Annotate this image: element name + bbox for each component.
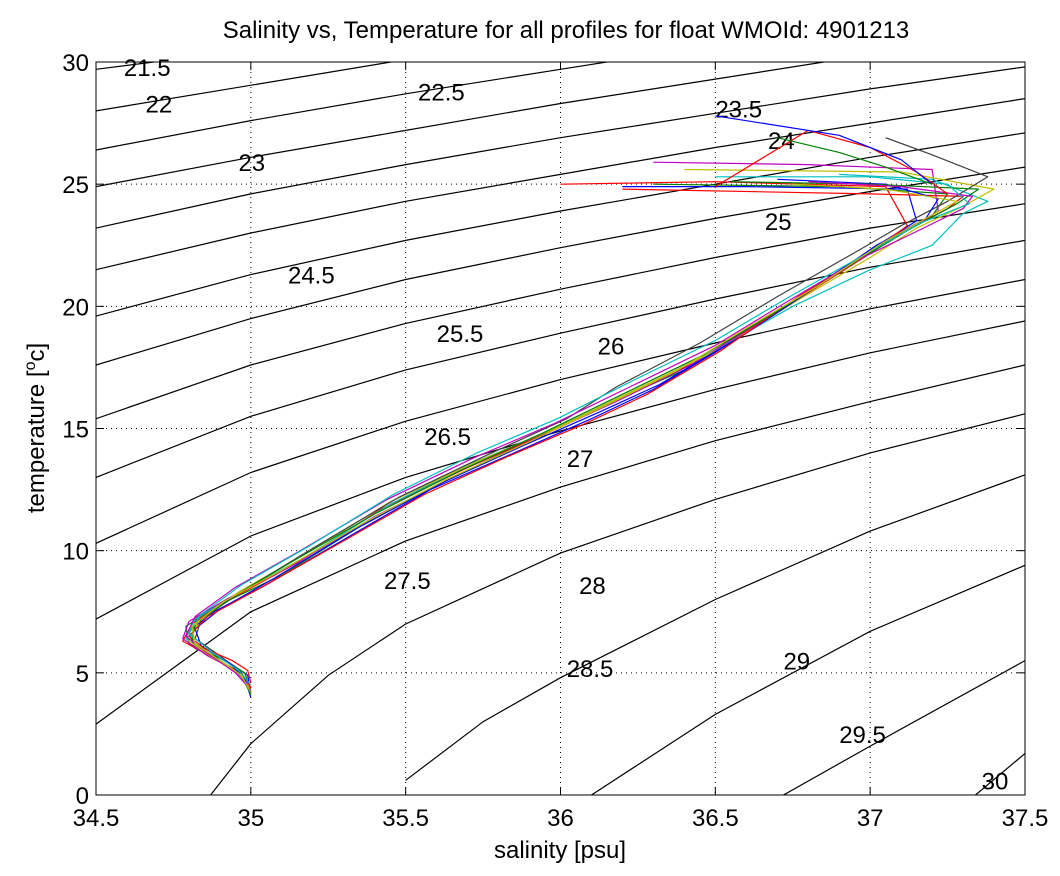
density-contour-line	[405, 474, 1025, 781]
density-contour-label: 24.5	[288, 263, 335, 290]
x-tick-label: 37.5	[1002, 805, 1049, 832]
density-contour-line	[783, 660, 1025, 795]
density-contour-line	[96, 98, 1025, 271]
density-contour-line	[96, 62, 611, 151]
density-contour-line	[975, 753, 1025, 795]
x-axis-label: salinity [psu]	[494, 837, 626, 864]
y-tick-label: 5	[76, 661, 89, 688]
y-tick-label: 25	[62, 172, 89, 199]
x-axis-ticks: 34.5 35 35.5 36 36.5 37 37.5	[73, 62, 1049, 832]
density-contour-label: 29.5	[839, 722, 886, 749]
density-contour-label: 28.5	[567, 656, 614, 683]
profile-line	[185, 183, 949, 691]
x-tick-label: 37	[857, 805, 884, 832]
density-contour-line	[591, 564, 1025, 795]
y-tick-label: 0	[76, 783, 89, 810]
density-contour-label: 27	[567, 446, 594, 473]
profile-line	[777, 137, 933, 185]
density-contour-line	[96, 62, 395, 112]
density-contour-label: 26	[598, 333, 625, 360]
density-contour-label: 25.5	[437, 321, 484, 348]
density-contour-label: 22.5	[418, 79, 465, 106]
density-contour-label: 29	[783, 649, 810, 676]
density-contour-line	[96, 320, 1025, 620]
density-contour-label: 26.5	[424, 424, 471, 451]
density-contour-line	[96, 239, 1025, 478]
y-axis-label-prefix: temperature [	[23, 370, 50, 513]
density-contour-line	[96, 62, 159, 70]
density-contour-line	[96, 278, 1025, 544]
y-tick-label: 20	[62, 294, 89, 321]
x-tick-label: 34.5	[73, 805, 120, 832]
chart-title: Salinity vs, Temperature for all profile…	[223, 17, 910, 44]
profile-line	[188, 181, 908, 683]
y-tick-label: 30	[62, 50, 89, 77]
density-contour-label: 23	[238, 150, 265, 177]
x-tick-label: 35.5	[382, 805, 429, 832]
x-tick-label: 35	[237, 805, 264, 832]
density-contour-line	[96, 66, 1025, 229]
profile-series	[182, 115, 995, 698]
x-tick-label: 36	[547, 805, 574, 832]
y-axis-label-degree: o	[22, 361, 39, 370]
density-contour-label: 21.5	[124, 55, 171, 82]
density-contour-label: 30	[982, 768, 1009, 795]
y-tick-label: 15	[62, 417, 89, 444]
y-axis-ticks: 0 5 10 15 20 25 30	[62, 50, 1025, 810]
density-contour-line	[96, 166, 1025, 366]
profile-line	[194, 178, 939, 698]
y-axis-label: temperature [oc]	[22, 343, 50, 513]
density-contour-label: 28	[579, 573, 606, 600]
profile-line	[191, 183, 958, 693]
profile-line	[182, 161, 939, 686]
density-contour-line	[96, 203, 1025, 420]
profile-line	[188, 176, 970, 686]
density-contour-line	[96, 132, 1025, 317]
grid-lines	[96, 62, 1025, 795]
density-contour-line	[210, 413, 1025, 795]
density-contour-label: 22	[146, 92, 173, 119]
density-contour-label: 27.5	[384, 568, 431, 595]
x-tick-label: 36.5	[692, 805, 739, 832]
profile-line	[185, 181, 974, 691]
density-contour-line	[96, 62, 828, 188]
density-contour-line	[96, 364, 1025, 725]
density-contour-label: 25	[765, 209, 792, 236]
profile-line	[715, 115, 933, 185]
y-axis-label-suffix: c]	[23, 343, 50, 362]
y-tick-label: 10	[62, 539, 89, 566]
